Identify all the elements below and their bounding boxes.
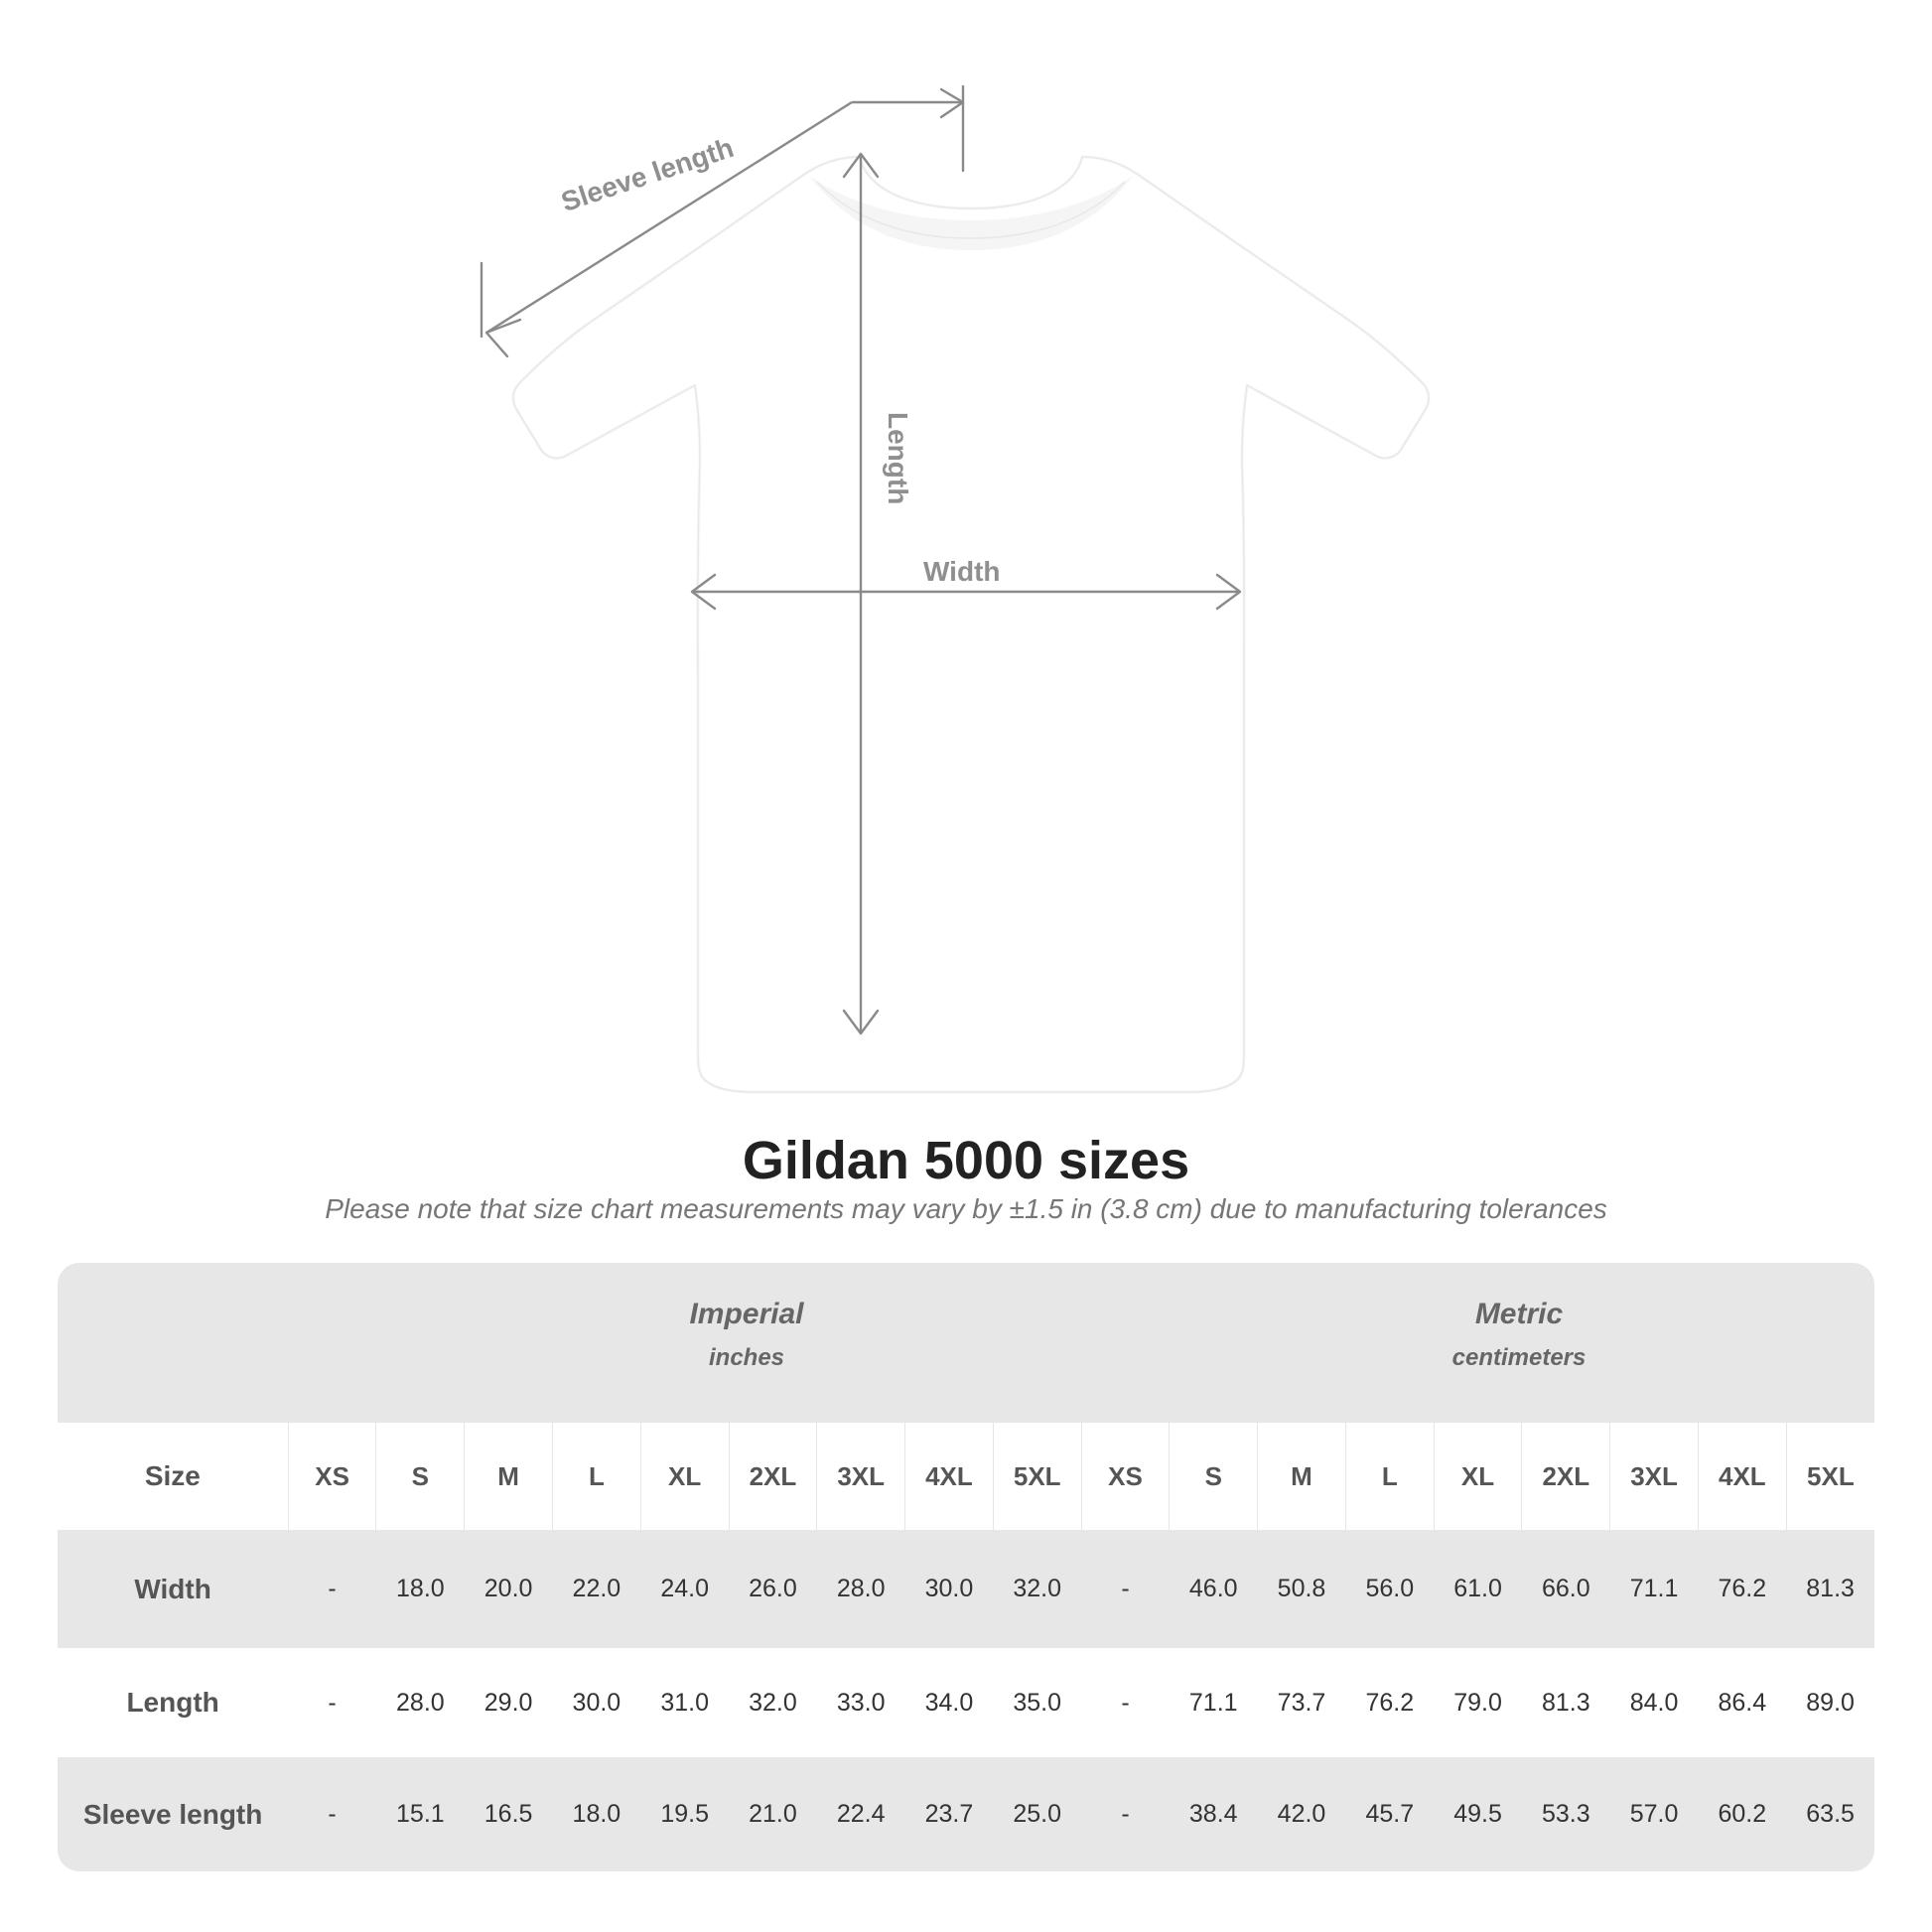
svg-text:Length: Length (883, 412, 913, 504)
svg-text:Width: Width (923, 556, 1001, 587)
svg-text:Sleeve length: Sleeve length (557, 132, 737, 217)
